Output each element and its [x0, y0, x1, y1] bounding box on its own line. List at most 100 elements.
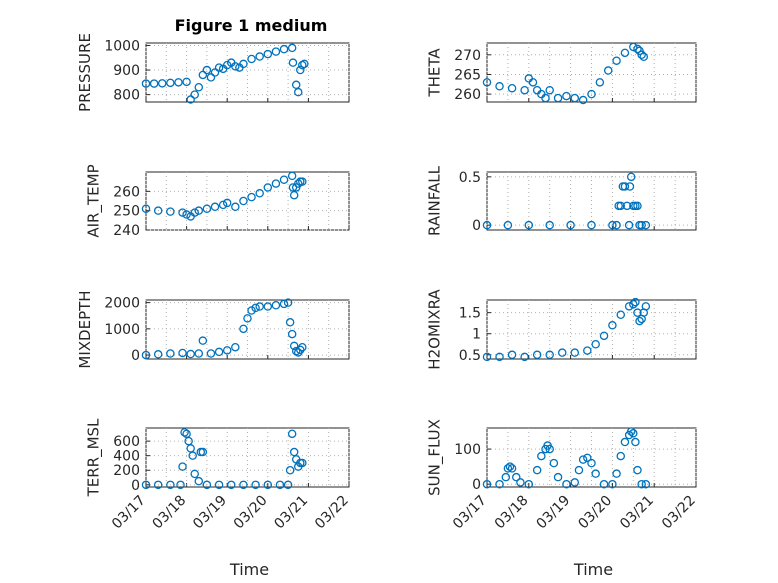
x-axis-label: Time: [573, 560, 613, 579]
y-tick-label: 1.5: [459, 306, 481, 322]
data-point: [599, 479, 609, 489]
panel-1: 800 900 1000 PRESSURE: [76, 33, 350, 112]
axes-box: [486, 299, 697, 360]
data-point: [194, 206, 204, 215]
y-tick-label: 250: [113, 204, 140, 220]
data-point: [501, 472, 511, 482]
data-point: [178, 348, 187, 358]
data-point: [231, 342, 240, 352]
data-point: [182, 210, 191, 219]
data-point: [214, 480, 224, 490]
data-point: [608, 479, 617, 489]
data-point: [532, 465, 542, 475]
data-point: [631, 297, 640, 307]
y-tick-label: 400: [113, 449, 140, 465]
data-point: [198, 447, 208, 457]
data-point: [641, 220, 651, 230]
data-point: [279, 175, 289, 184]
data-point: [287, 429, 297, 439]
data-point: [293, 348, 303, 357]
data-point: [285, 318, 295, 327]
data-point: [190, 90, 199, 99]
data-point: [153, 350, 163, 359]
data-point: [166, 480, 175, 490]
data-point: [603, 66, 613, 75]
data-point: [285, 465, 295, 475]
data-point: [633, 201, 642, 211]
data-point: [279, 44, 289, 54]
data-point: [198, 336, 208, 345]
data-point: [633, 465, 642, 475]
data-point: [599, 331, 609, 341]
y-tick-label: 100: [454, 442, 481, 458]
data-point: [503, 220, 513, 230]
data-point: [570, 478, 580, 487]
y-tick-label: 0: [131, 478, 140, 494]
y-tick-label: 0.5: [459, 170, 481, 186]
y-axis-label: RAINFALL: [426, 165, 444, 236]
data-point: [194, 349, 204, 358]
y-tick-label: 2000: [104, 296, 140, 312]
data-point: [637, 220, 646, 230]
data-point: [186, 349, 195, 359]
data-point: [482, 78, 492, 87]
data-point: [210, 68, 220, 77]
data-point: [300, 59, 309, 69]
data-point: [620, 437, 630, 447]
data-point: [637, 50, 646, 60]
data-point: [293, 87, 303, 97]
data-point: [210, 202, 220, 212]
data-point: [166, 78, 175, 88]
data-point: [166, 207, 175, 216]
data-point: [271, 47, 281, 56]
data-point: [625, 182, 635, 191]
data-point: [271, 179, 281, 188]
data-point: [626, 172, 636, 182]
data-point: [503, 464, 513, 473]
data-point: [202, 65, 212, 75]
data-point: [608, 321, 617, 330]
data-point: [218, 200, 228, 210]
data-point: [507, 350, 517, 360]
data-point: [520, 85, 529, 95]
data-point: [239, 324, 248, 334]
panel-5: 0 1000 2000 MIXDEPTH: [76, 290, 350, 369]
data-point: [206, 73, 216, 82]
data-point: [482, 479, 492, 489]
data-point: [251, 303, 260, 313]
data-point: [188, 451, 197, 460]
data-point: [239, 196, 248, 206]
data-point: [557, 348, 567, 357]
data-point: [520, 352, 529, 362]
data-point: [243, 314, 252, 323]
y-tick-label: 260: [454, 87, 481, 103]
data-point: [635, 316, 644, 326]
y-tick-label: 260: [113, 184, 140, 200]
data-point: [231, 62, 240, 71]
data-point: [190, 208, 199, 217]
data-point: [570, 348, 580, 357]
data-point: [255, 302, 264, 311]
data-point: [591, 339, 600, 349]
y-tick-label: 240: [113, 223, 140, 239]
data-point: [283, 298, 293, 307]
data-point: [545, 220, 554, 230]
data-point: [180, 428, 189, 437]
data-point: [616, 310, 626, 319]
data-point: [214, 347, 224, 357]
data-point: [263, 302, 273, 311]
data-point: [153, 206, 163, 215]
data-point: [141, 204, 151, 213]
data-point: [545, 85, 554, 95]
data-point: [255, 52, 264, 61]
data-point: [283, 480, 293, 490]
data-point: [279, 299, 289, 309]
data-point: [545, 350, 554, 360]
data-point: [287, 43, 297, 53]
data-point: [549, 458, 559, 468]
data-point: [587, 458, 596, 468]
figure-title: Figure 1 medium: [175, 16, 328, 35]
data-point: [194, 83, 204, 92]
data-point: [631, 437, 640, 447]
